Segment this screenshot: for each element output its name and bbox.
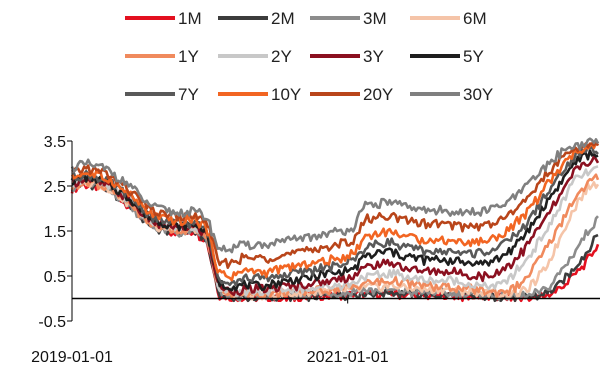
y-tick-label: 0.5 xyxy=(44,269,66,286)
legend-label-1M: 1M xyxy=(178,9,202,28)
legend-label-20Y: 20Y xyxy=(363,85,393,104)
x-tick-label: 2019-01-01 xyxy=(31,349,113,366)
legend-label-10Y: 10Y xyxy=(271,85,301,104)
legend-label-7Y: 7Y xyxy=(178,85,199,104)
x-axis-ticks: 2019-01-01 2021-01-01 xyxy=(31,298,389,366)
legend-label-30Y: 30Y xyxy=(463,85,493,104)
series-line-30Y xyxy=(70,137,600,254)
chart-legend: 1M 2M 3M 6M 1Y 2Y 3Y 5Y 7Y 10Y 20Y 30Y xyxy=(125,9,493,104)
y-tick-label: 2.5 xyxy=(44,179,66,196)
series-line-7Y xyxy=(70,145,599,287)
y-tick-label: 3.5 xyxy=(44,134,66,151)
y-tick-label: 1.5 xyxy=(44,224,66,241)
legend-label-5Y: 5Y xyxy=(463,47,484,66)
y-axis-ticks: 3.5 2.5 1.5 0.5 -0.5 xyxy=(38,134,72,331)
legend-label-2Y: 2Y xyxy=(271,47,292,66)
legend-label-2M: 2M xyxy=(271,9,295,28)
x-tick-label: 2021-01-01 xyxy=(307,349,389,366)
legend-label-3Y: 3Y xyxy=(363,47,384,66)
plot-area: 3.5 2.5 1.5 0.5 -0.5 2019-01-01 2021-01-01 xyxy=(31,134,600,366)
series-line-5Y xyxy=(71,149,599,292)
legend-label-3M: 3M xyxy=(363,9,387,28)
legend-label-6M: 6M xyxy=(463,9,487,28)
series-layer xyxy=(70,137,600,303)
y-tick-label: -0.5 xyxy=(38,314,66,331)
series-line-10Y xyxy=(70,140,599,282)
series-line-20Y xyxy=(71,140,600,269)
legend-label-1Y: 1Y xyxy=(178,47,199,66)
